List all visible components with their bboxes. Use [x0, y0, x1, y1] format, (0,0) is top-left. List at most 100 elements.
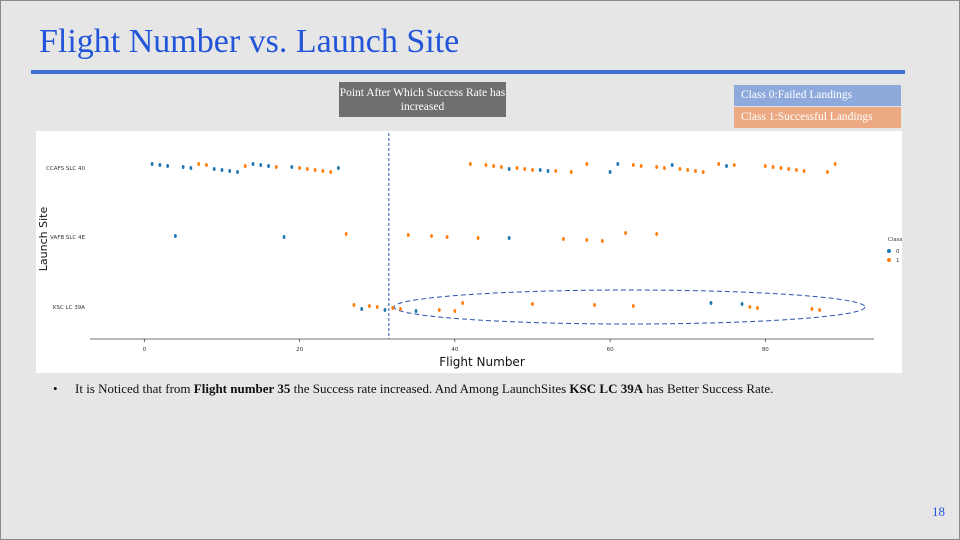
point-class-1 — [468, 162, 472, 166]
point-class-1 — [205, 163, 208, 167]
point-class-1 — [585, 162, 589, 166]
bullet-part-3: has Better Success Rate. — [643, 381, 774, 396]
bullet-dot: • — [53, 381, 58, 396]
point-class-0 — [670, 163, 674, 167]
point-class-1 — [344, 232, 348, 236]
point-class-1 — [569, 170, 573, 174]
point-class-1 — [701, 170, 705, 174]
point-class-0 — [220, 168, 224, 172]
slide-title: Flight Number vs. Launch Site — [39, 23, 460, 60]
point-class-0 — [251, 162, 255, 166]
point-class-1 — [492, 164, 496, 168]
point-class-1 — [748, 305, 752, 309]
point-class-0 — [608, 170, 612, 174]
point-class-1 — [787, 167, 791, 171]
point-class-1 — [818, 308, 822, 312]
point-class-0 — [236, 170, 239, 174]
bullet-text: • It is Noticed that from Flight number 3… — [53, 381, 773, 397]
point-class-1 — [593, 303, 596, 307]
point-class-1 — [461, 301, 464, 305]
scatter-chart-panel: 0 20 40 60 80 CCAFS SLC 40 VAFB SLC 4E KSC LC 3… — [36, 123, 903, 373]
callout-box: Point After Which Success Rate has incre… — [339, 82, 506, 117]
point-class-0 — [546, 169, 550, 173]
point-class-1 — [329, 170, 333, 174]
point-class-0 — [360, 307, 364, 311]
point-class-1 — [484, 163, 488, 167]
point-class-1 — [655, 232, 659, 236]
point-class-0 — [173, 234, 177, 238]
point-class-1 — [562, 237, 565, 241]
point-class-1 — [639, 164, 643, 168]
point-class-1 — [585, 238, 589, 242]
point-class-1 — [298, 166, 301, 170]
point-class-1 — [430, 234, 433, 238]
point-class-0 — [709, 301, 713, 305]
point-class-1 — [663, 166, 666, 170]
point-class-1 — [794, 168, 798, 172]
point-class-0 — [616, 162, 620, 166]
point-class-1 — [313, 168, 317, 172]
point-class-1 — [694, 169, 697, 173]
point-class-0 — [740, 302, 744, 306]
point-class-0 — [150, 162, 154, 166]
point-class-1 — [406, 233, 410, 237]
point-class-0 — [290, 165, 294, 169]
point-class-1 — [631, 304, 635, 308]
point-class-1 — [321, 169, 325, 173]
x-tick-label: 40 — [451, 347, 458, 353]
point-class-1 — [375, 305, 379, 309]
point-class-1 — [476, 236, 480, 240]
point-class-1 — [391, 306, 395, 310]
point-class-1 — [756, 306, 759, 310]
point-class-1 — [771, 165, 775, 169]
point-class-1 — [732, 163, 736, 167]
point-class-1 — [763, 164, 767, 168]
point-class-0 — [181, 165, 185, 169]
point-class-0 — [336, 166, 340, 170]
point-class-1 — [243, 164, 247, 168]
point-class-1 — [531, 168, 534, 172]
y-tick-label: CCAFS SLC 40 — [46, 166, 85, 172]
point-class-1 — [352, 303, 356, 307]
point-class-1 — [437, 308, 441, 312]
point-class-1 — [500, 165, 503, 169]
page-number: 18 — [932, 504, 945, 519]
point-class-1 — [686, 168, 690, 172]
point-class-1 — [445, 235, 449, 239]
point-class-1 — [600, 239, 604, 243]
point-class-0 — [383, 308, 387, 312]
legend-label: 0 — [896, 249, 900, 255]
point-class-0 — [267, 164, 270, 168]
point-class-1 — [523, 167, 527, 171]
title-underline — [31, 70, 905, 74]
point-class-1 — [305, 167, 309, 171]
point-class-1 — [655, 165, 659, 169]
x-tick-label: 60 — [607, 347, 614, 353]
bullet-bold-flight: Flight number 35 — [193, 381, 291, 396]
legend-box-failed: Class 0:Failed Landings — [734, 85, 901, 106]
legend-label: 1 — [896, 258, 900, 264]
point-class-1 — [810, 307, 814, 311]
point-class-0 — [538, 168, 542, 172]
point-class-1 — [399, 307, 402, 311]
legend-box-successful: Class 1:Successful Landings — [734, 107, 901, 128]
point-class-0 — [158, 163, 162, 167]
point-class-0 — [507, 236, 511, 240]
point-class-1 — [453, 309, 457, 313]
point-class-1 — [678, 167, 682, 171]
point-class-1 — [779, 166, 783, 170]
highlight-ellipse — [393, 289, 866, 325]
point-class-0 — [282, 235, 286, 239]
point-class-0 — [166, 164, 170, 168]
legend-marker — [887, 249, 891, 253]
bullet-bold-site: KSC LC 39A — [569, 381, 644, 396]
point-class-1 — [802, 169, 806, 173]
point-class-1 — [531, 302, 534, 306]
y-tick-label: VAFB SLC 4E — [50, 235, 86, 241]
legend-title: Class — [888, 237, 902, 243]
point-class-0 — [414, 309, 418, 313]
point-class-1 — [274, 165, 278, 169]
point-class-0 — [212, 167, 216, 171]
point-class-1 — [826, 170, 829, 174]
